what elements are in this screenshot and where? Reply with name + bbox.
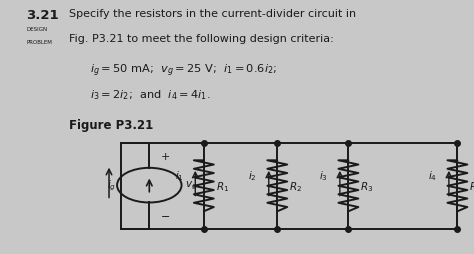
Text: $i_g$: $i_g$ [107,178,116,193]
Text: $R_2$: $R_2$ [289,179,302,193]
Text: $v_g$: $v_g$ [185,179,198,192]
Text: $i_3$: $i_3$ [319,169,328,183]
Text: $R_3$: $R_3$ [360,179,374,193]
Text: $R_4$: $R_4$ [469,179,474,193]
Text: DESIGN: DESIGN [26,27,47,32]
Text: Figure P3.21: Figure P3.21 [69,118,153,131]
Text: $\it{i}_g = 50$ mA;  $v_g = 25$ V;  $i_1 = 0.6i_2$;: $\it{i}_g = 50$ mA; $v_g = 25$ V; $i_1 =… [90,62,277,78]
Text: 3.21: 3.21 [26,9,59,22]
Text: $i_3 = 2i_2$;  and  $i_4 = 4i_1$.: $i_3 = 2i_2$; and $i_4 = 4i_1$. [90,88,210,101]
Text: $i_4$: $i_4$ [428,169,437,183]
Text: PROBLEM: PROBLEM [26,39,52,44]
Bar [121,144,457,229]
Text: $R_1$: $R_1$ [216,179,229,193]
Text: Fig. P3.21 to meet the following design criteria:: Fig. P3.21 to meet the following design … [69,34,334,44]
Text: +: + [161,151,171,161]
Text: −: − [161,211,171,221]
Text: $i_2$: $i_2$ [248,169,257,183]
Text: Specify the resistors in the current-divider circuit in: Specify the resistors in the current-div… [69,9,356,19]
Text: $i_1$: $i_1$ [174,169,183,183]
